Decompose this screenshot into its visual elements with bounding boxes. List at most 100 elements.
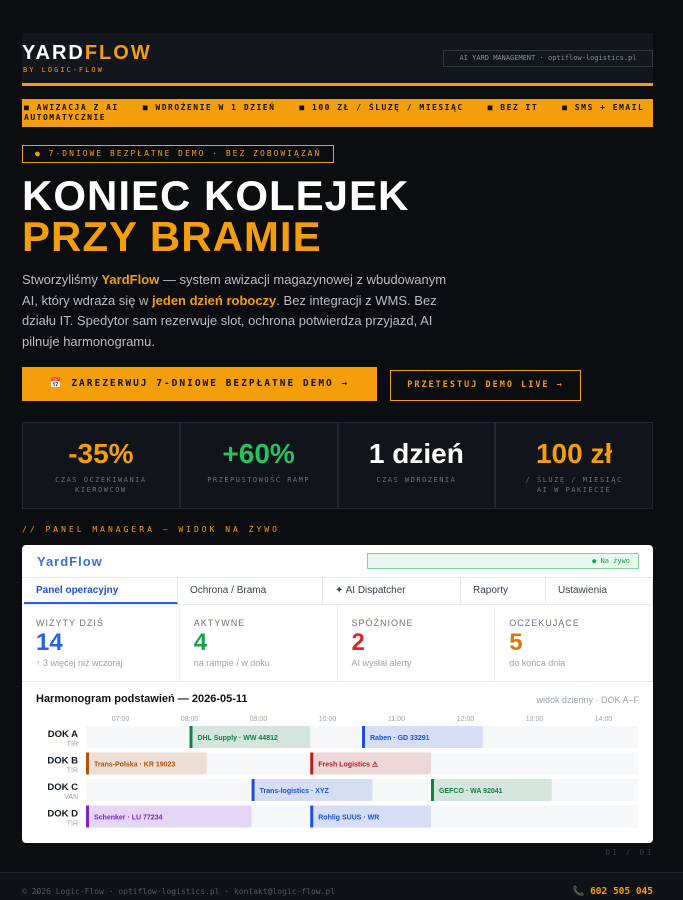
kpi-note: ↑ 3 więcej niż wczoraj [36,658,123,668]
dock-type: TIR [67,741,78,748]
row-track [86,752,638,775]
hour-label: 10:00 [319,716,337,723]
booking [431,779,552,801]
feature: ■ BEZ IT [487,103,539,112]
hour-label: 07:00 [112,716,130,723]
intro: Stworzyliśmy YardFlow — system awizacji … [22,270,462,352]
highlight: YardFlow [101,272,160,287]
booking-edge [310,752,314,775]
booking-label: Rohlig SUUS · WR [318,815,379,822]
phone: 📞 602 505 045 [572,886,653,897]
stat-value: +60% [222,438,295,469]
kpi-note: AI wysłał alerty [351,658,412,668]
stat: 1 dzień CZAS WDROŻENIA [337,422,496,509]
feature: ■ AWIZACJA Z AI [24,103,119,112]
booking [251,779,373,801]
dock-label: DOK C [47,782,78,793]
kpis: WIZYTY DZIŚ 14 ↑ 3 więcej niż wczoraj AKTYW… [22,605,653,682]
section-label: // PANEL MANAGERA — WIDOK NA ŻYWO [22,525,280,534]
booking-edge [251,779,255,801]
dock-type: TIR [67,768,78,775]
booking-label: GEFCO · WA 92041 [439,788,503,795]
stat-label: PRZEPUSTOWOŚĆ RAMP [207,476,311,484]
kpi-label: SPÓŹNIONE [351,618,414,628]
row-track [86,805,638,828]
badge: AI YARD MANAGEMENT · optiflow-logistics.… [443,50,653,67]
tabs: Panel operacyjny Ochrona / Brama ✦ AI Disp… [22,577,653,605]
booking-label: Schenker · LU 77234 [94,815,163,822]
booking [189,726,311,748]
kpi-note: do końca dnia [509,658,566,668]
booking [86,805,252,828]
feature: ■ 100 ZŁ / ŚLUZĘ / MIESIĄC [299,103,464,112]
brand-b: FLOW [84,42,152,64]
hour-label: 14:00 [595,716,613,723]
panel-brand: YardFlow [37,554,103,569]
row-track [86,779,638,801]
stat: 100 zł / ŚLUZĘ / MIESIĄC AI W PAKIECIE [495,422,653,509]
kpi-value: 2 [351,629,365,656]
feature-bar: ■ AWIZACJA Z AI ■ WDROŻENIE W 1 DZIEŃ ■ 10… [22,99,653,127]
hour-label: 08:00 [181,716,199,723]
divider [22,83,653,86]
booking-edge [86,805,89,828]
text: . Bez integracji z WMS. Bez działu IT. S… [22,292,437,349]
kpi-value: 4 [193,629,208,656]
booking [310,805,431,828]
stat: -35% CZAS OCZEKIWANIA KIEROWCÓW [22,422,180,509]
tab[interactable]: Ochrona / Brama [178,578,323,604]
stat-value: 1 dzień [368,438,464,469]
booking-edge [431,779,434,801]
kpi-label: AKTYWNE [193,618,246,628]
booking-label: Fresh Logistics ⚠ [318,761,379,769]
kpi-value: 14 [36,629,63,656]
dock-label: DOK B [47,756,78,767]
hero-title: KONIEC KOLEJEK [22,172,410,219]
booking-label: Trans-Polska · KR 19023 [94,762,175,769]
highlight: jeden dzień roboczy [152,292,277,308]
booking [310,752,431,775]
kpi-value: 5 [509,629,523,656]
hour-label: 12:00 [457,716,475,723]
pill: ● 7-DNIOWE BEZPŁATNE DEMO · BEZ ZOBOWIĄZ… [22,145,335,163]
kpi-note: na rampie / w doku [193,658,270,668]
booking-label: DHL Supply · WW 44812 [198,735,278,742]
dock-type: VAN [64,794,78,801]
kpi-label: WIZYTY DZIŚ [36,618,104,628]
booking [362,726,483,748]
stat-label: CZAS OCZEKIWANIA KIEROWCÓW [55,476,147,494]
brand: YARDFLOW [22,42,152,65]
stat-value: -35% [68,438,134,469]
schedule-subtitle: widok dzienny · DOK A–F [536,695,639,705]
booking-edge [362,726,365,748]
tab[interactable]: Ustawienia [546,578,653,604]
secondary-button[interactable]: PRZETESTUJ DEMO LIVE → [390,370,581,401]
kpi-label: OCZEKUJĄCE [509,618,580,628]
live-indicator: ● Na żywo [367,553,639,569]
tab[interactable]: Raporty [461,578,546,604]
stats: -35% CZAS OCZEKIWANIA KIEROWCÓW +60% PRZEPU… [22,422,653,509]
booking-label: Trans-logistics · XYZ [260,788,330,795]
booking-label: Raben · GD 33291 [370,735,430,742]
brand-a: YARD [22,42,85,64]
schedule-chart: 07:00 08:00 09:00 10:00 11:00 12:00 13:00 14:00… [47,716,638,828]
primary-button[interactable]: 📅 ZAREZERWUJ 7-DNIOWE BEZPŁATNE DEMO → [22,367,377,401]
tab[interactable]: ✦ AI Dispatcher [323,578,461,604]
hour-label: 11:00 [388,716,405,723]
dock-type: TIR [67,821,78,828]
kpi: OCZEKUJĄCE 5 do końca dnia [495,605,653,681]
dock-label: DOK D [47,809,78,820]
booking-edge [310,805,314,828]
hero-title: PRZY BRAMIE [22,213,322,260]
feature: ■ WDROŻENIE W 1 DZIEŃ [142,103,276,112]
tab[interactable]: Panel operacyjny [24,578,178,604]
stat-label: / ŚLUZĘ / MIESIĄC AI W PAKIECIE [525,476,623,494]
panel: YardFlow ● Na żywo Panel operacyjny Ochro… [22,545,653,843]
stat-value: 100 zł [535,438,613,469]
kpi: AKTYWNE 4 na rampie / w doku [180,605,338,681]
hour-label: 13:00 [526,716,544,723]
stat-label: CZAS WDROŻENIA [376,476,457,484]
booking-edge [189,726,193,748]
